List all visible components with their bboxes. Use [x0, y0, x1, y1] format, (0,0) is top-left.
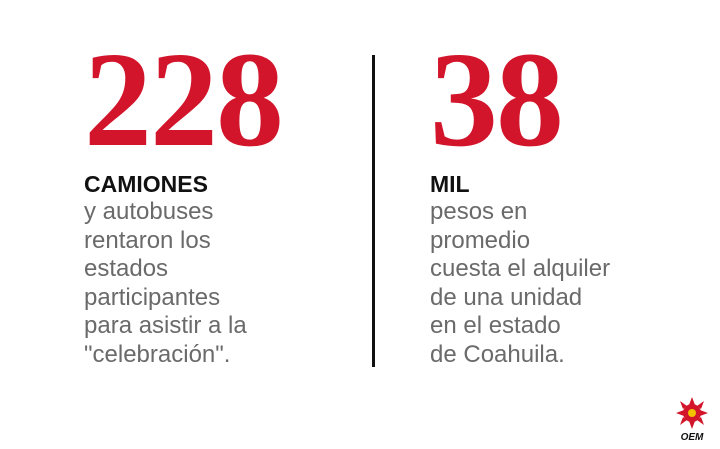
- description-line: rentaron los: [84, 226, 211, 254]
- description-line: y autobuses: [84, 198, 214, 225]
- logo: OEM: [676, 397, 708, 443]
- stat-block: 228 CAMIONES y autobuses rentaron los esta…: [84, 25, 284, 369]
- stat-label: MIL: [430, 171, 470, 197]
- stat-number: 38: [430, 25, 564, 175]
- description-line: pesos en: [430, 198, 528, 225]
- description-line: en el estado: [430, 312, 561, 339]
- stat-description: pesos en promedio cuesta el alquiler de una…: [430, 198, 610, 369]
- description-line: de una unidad: [430, 283, 583, 311]
- description-line: promedio: [430, 226, 531, 254]
- stat-label: CAMIONES: [84, 171, 208, 197]
- logo-text: OEM: [681, 432, 704, 443]
- description-line: "celebración".: [84, 340, 231, 368]
- stat-block: 38 MIL pesos en promedio cuesta el alquile…: [430, 25, 610, 369]
- divider: [372, 55, 375, 367]
- description-line: estados: [84, 255, 169, 282]
- description-line: para asistir a la: [84, 312, 247, 339]
- stat-number: 228: [84, 25, 284, 175]
- description-line: cuesta el alquiler: [430, 255, 611, 282]
- description-line: participantes: [84, 283, 221, 311]
- stat-description: y autobuses rentaron los estados participan…: [84, 198, 282, 369]
- description-line: de Coahuila.: [430, 340, 565, 368]
